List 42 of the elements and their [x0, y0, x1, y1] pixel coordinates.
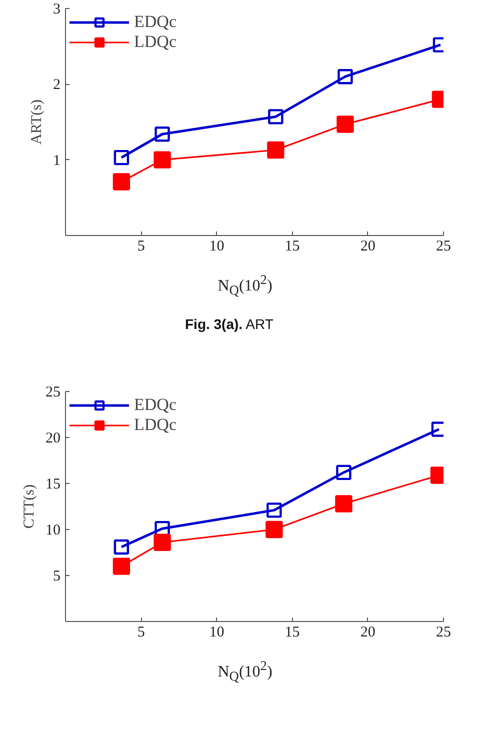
point	[112, 558, 130, 575]
x-tick-label: 5	[137, 238, 145, 254]
x-tick-label: 5	[137, 624, 145, 640]
x-tick-label: 15	[284, 238, 300, 254]
y-tick-label: 10	[46, 522, 60, 538]
caption: Fig. 3(a). ART	[185, 315, 274, 334]
y-tick-label: 1	[53, 152, 60, 169]
legend-label: EDQc	[134, 12, 176, 32]
x-tick-label: 25	[436, 238, 451, 254]
point	[267, 141, 284, 159]
point	[114, 150, 130, 166]
y-tick-label: 15	[46, 476, 60, 492]
point	[268, 109, 284, 124]
x-tick-label: 10	[209, 238, 224, 254]
y-tick-label: 2	[53, 77, 60, 94]
y-axis-title: ART(s)	[29, 100, 45, 144]
x-tick-label: 25	[436, 624, 451, 640]
point	[266, 520, 283, 538]
y-tick-label: 3	[53, 2, 60, 18]
point	[338, 69, 353, 84]
legend-label: EDQc	[134, 395, 176, 415]
point	[335, 495, 352, 512]
point	[114, 539, 130, 555]
point	[336, 116, 354, 133]
point	[154, 534, 171, 551]
y-axis-title: CTT(s)	[22, 484, 38, 529]
legend-label: LDQc	[134, 415, 176, 435]
x-tick-label: 10	[209, 624, 224, 640]
y-tick-label: 20	[46, 430, 60, 446]
x-tick-label: 20	[360, 238, 376, 254]
point	[112, 173, 130, 190]
point	[336, 464, 352, 480]
point	[154, 151, 171, 168]
x-axis-title: N$_{Q}$(10$^{2}$)	[218, 271, 272, 300]
y-tick-label: 5	[53, 568, 60, 584]
x-tick-label: 20	[360, 624, 376, 640]
x-axis-title: N$_{Q}$(10$^{2}$)	[218, 657, 272, 686]
point	[266, 502, 282, 518]
y-tick-label: 25	[46, 384, 60, 400]
x-tick-label: 15	[284, 624, 300, 640]
legend-label: LDQc	[134, 32, 176, 52]
point	[154, 126, 170, 142]
